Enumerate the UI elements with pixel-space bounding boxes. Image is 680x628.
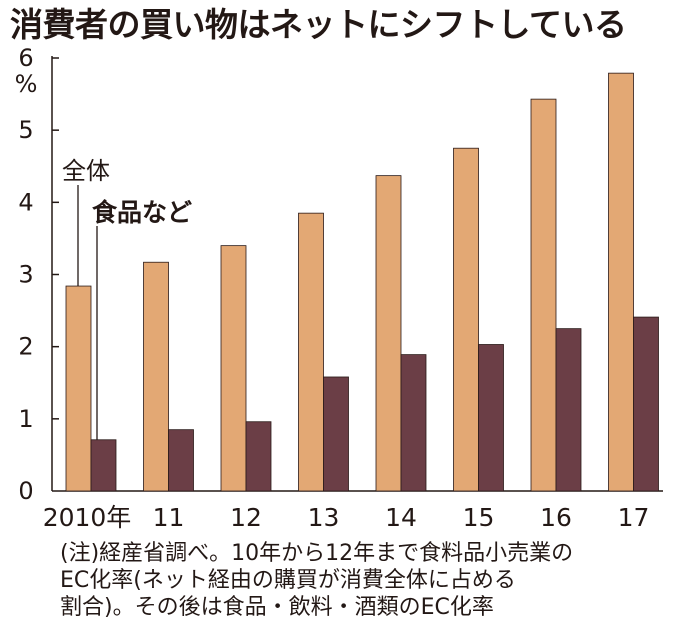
x-tick-label: 16 [540,503,572,532]
footnote-line: EC化率(ネット経由の購買が消費全体に占める [60,568,516,593]
x-tick-label: 11 [153,503,185,532]
y-tick-label: 6 [18,44,33,72]
y-tick-label: 5 [18,116,33,144]
bar-food [323,376,349,492]
bar-total [453,147,479,492]
footnote-line: 割合)。その後は食品・飲料・酒類のEC化率 [60,595,494,620]
bar-total [298,212,324,492]
bar-total [220,245,247,492]
legend-label-food: 食品など [92,198,192,227]
bar-total [143,261,169,492]
y-tick-label: 4 [18,188,33,216]
legend-label-total: 全体 [62,157,110,185]
footnote: (注)経産省調べ。10年から12年まで食料品小売業の EC化率(ネット経由の購買… [60,540,660,621]
bar-food [400,354,427,492]
bar-total [530,98,557,492]
x-tick-label: 17 [618,503,650,532]
x-tick-label: 14 [385,503,417,532]
bar-total [65,285,92,492]
x-tick-label: 15 [463,503,495,532]
bar-food [168,429,194,492]
bar-food [90,439,117,492]
y-tick-label: 2 [18,333,33,361]
chart-title: 消費者の買い物はネットにシフトしている [10,5,627,44]
y-tick-label: 1 [18,405,33,433]
bar-total [375,175,402,492]
footnote-line: (注)経産省調べ。10年から12年まで食料品小売業の [60,541,574,566]
x-tick-label: 2010年 [43,503,132,532]
y-tick-label: 0 [18,477,33,505]
bar-food [478,344,504,492]
bar-food [555,328,582,492]
bars [65,72,659,492]
y-tick-label: 3 [18,261,33,289]
bar-total [608,72,634,492]
bar-food [633,316,659,492]
y-unit-label: % [15,70,38,98]
bar-food [245,421,272,492]
x-tick-label: 13 [308,503,340,532]
x-tick-label: 12 [230,503,262,532]
